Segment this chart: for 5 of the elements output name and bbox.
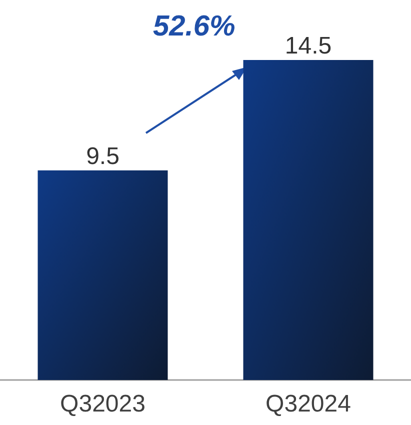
- data-label: 9.5: [86, 142, 120, 170]
- data-label: 14.5: [284, 32, 332, 60]
- x-tick-label: Q32024: [266, 390, 351, 418]
- text: 52.6%: [153, 10, 236, 42]
- x-tick-label: Q32023: [60, 390, 146, 418]
